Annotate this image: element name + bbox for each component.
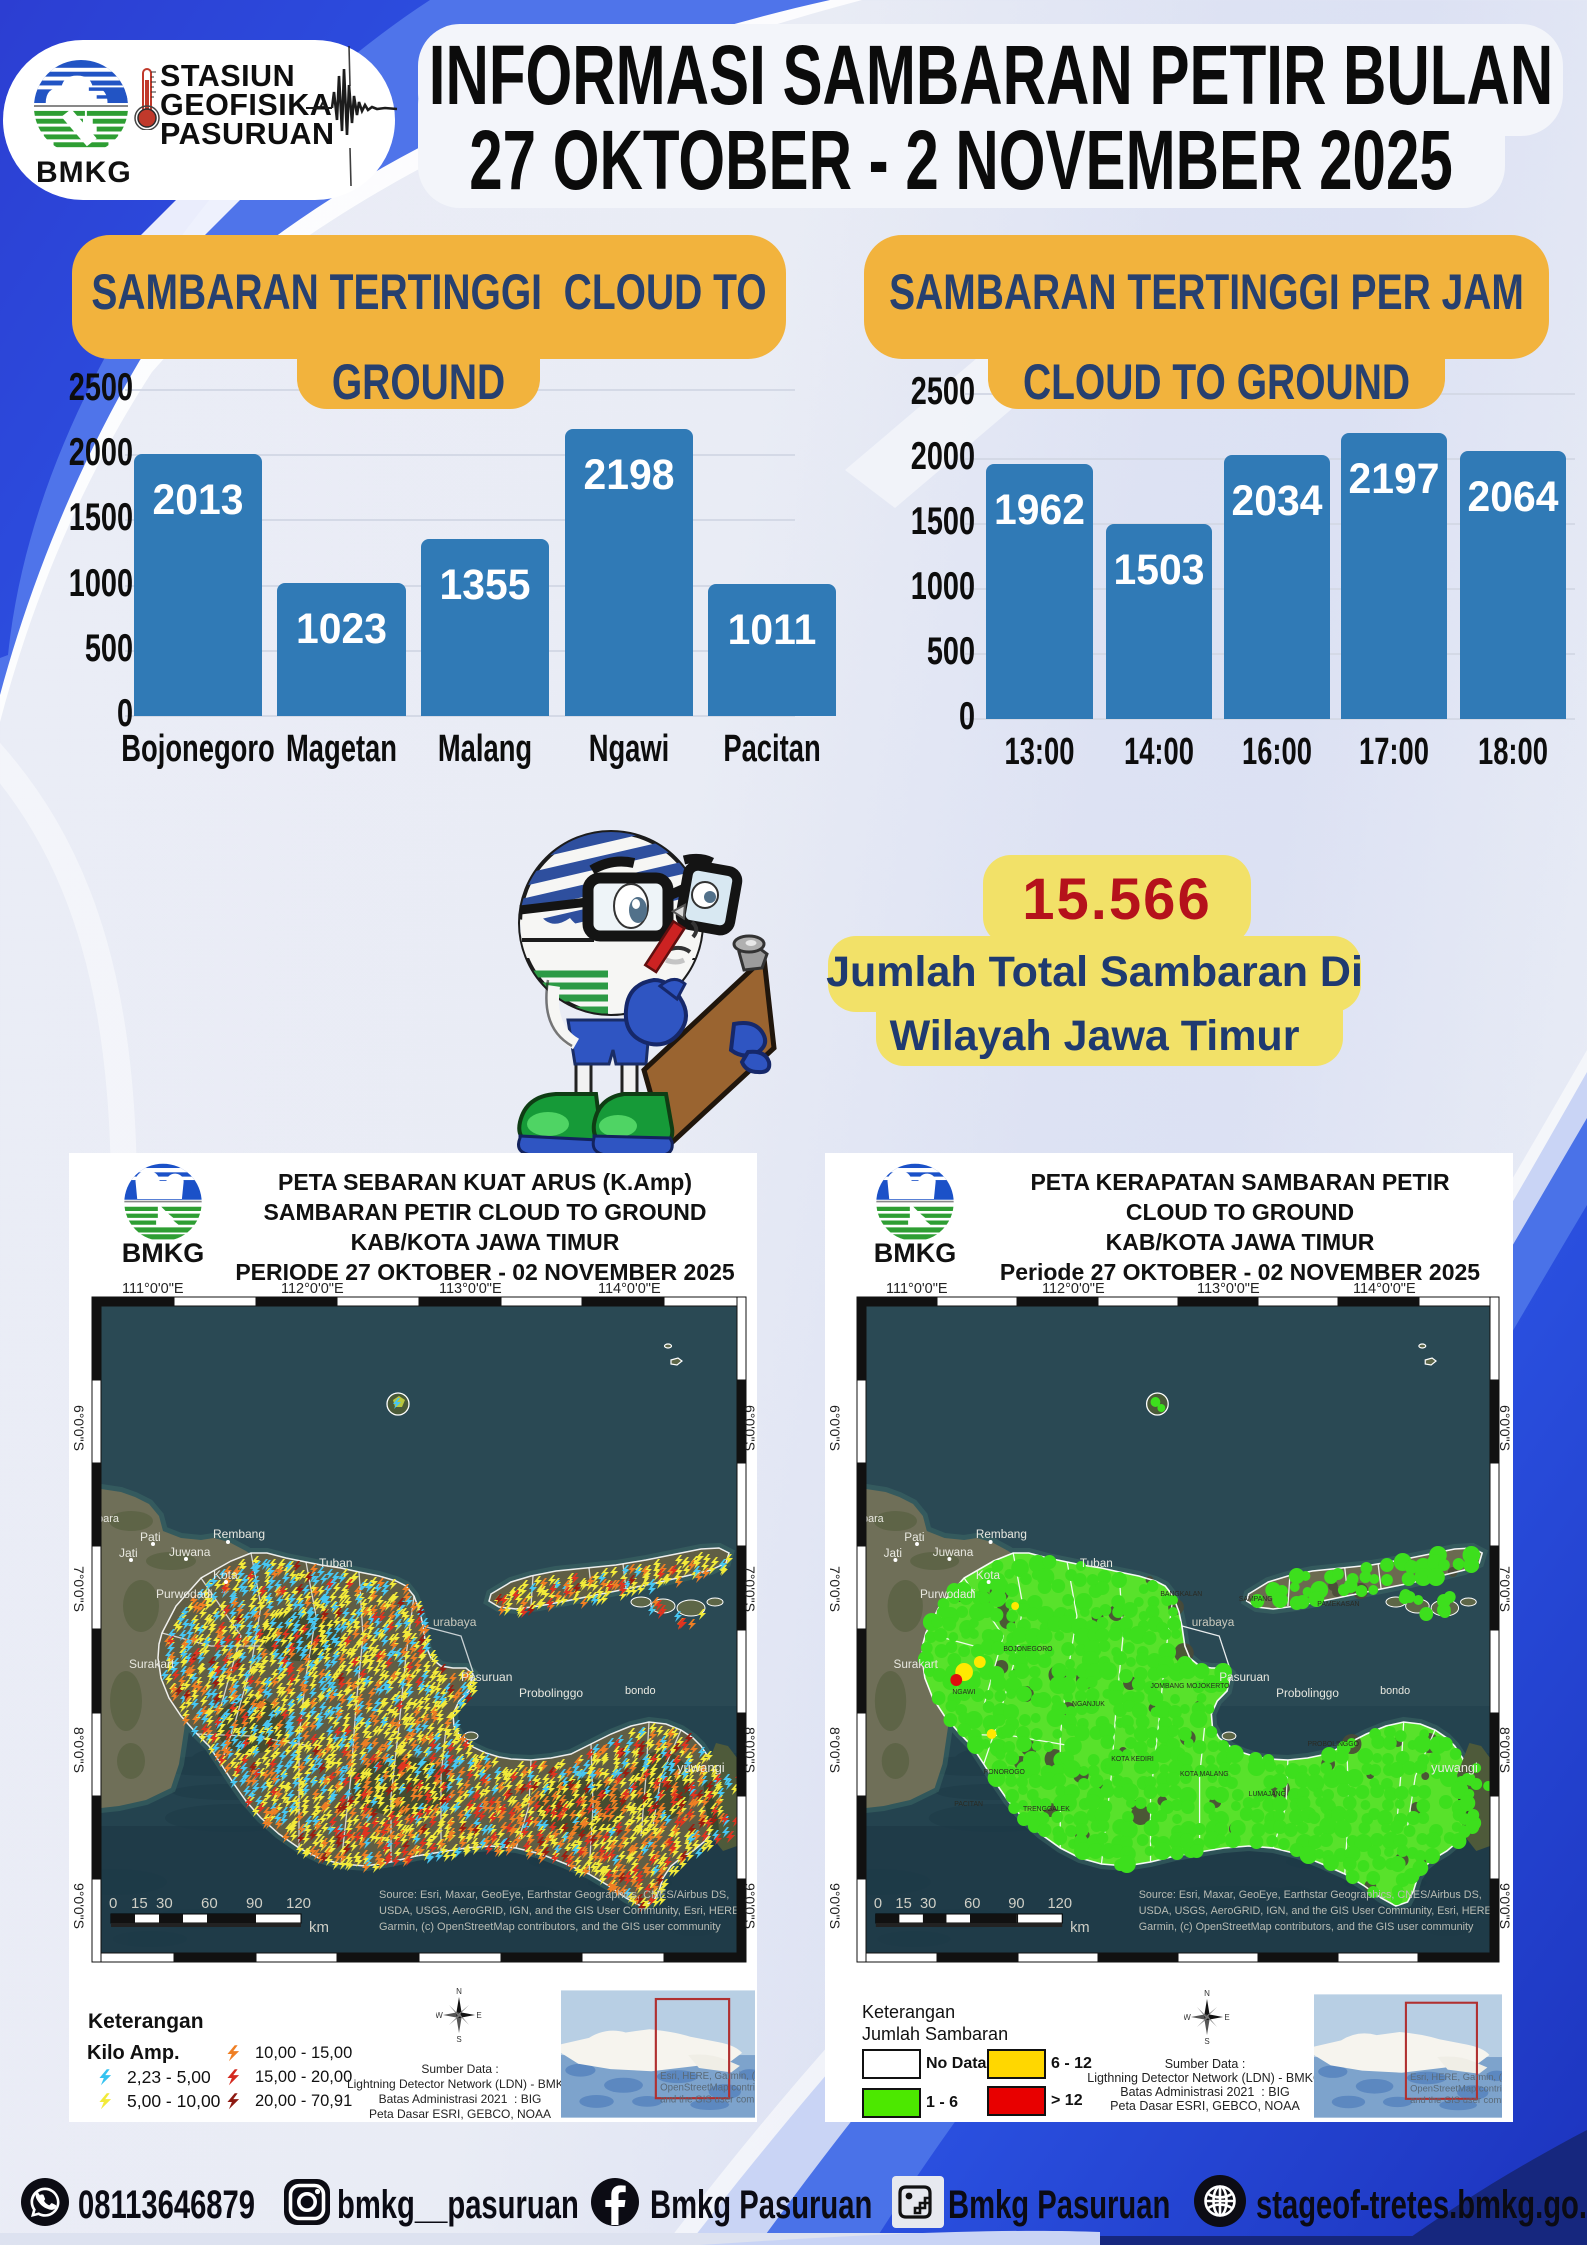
svg-text:0: 0 xyxy=(874,1896,882,1912)
svg-text:S: S xyxy=(456,2035,461,2044)
svg-text:OpenStreetMap contributors,: OpenStreetMap contributors, xyxy=(1410,2083,1502,2094)
svg-text:30: 30 xyxy=(920,1896,936,1912)
svg-text:Source: Esri, Maxar, GeoEye, E: Source: Esri, Maxar, GeoEye, Earthstar G… xyxy=(379,1889,729,1901)
svg-text:bondo: bondo xyxy=(625,1685,656,1697)
svg-text:yuwangi: yuwangi xyxy=(1431,1760,1478,1775)
svg-text:60: 60 xyxy=(964,1896,980,1912)
svg-text:and the GIS user community: and the GIS user community xyxy=(660,2095,755,2106)
svg-text:km: km xyxy=(309,1919,329,1936)
svg-text:Juwana: Juwana xyxy=(169,1545,211,1559)
svg-text:60: 60 xyxy=(201,1895,218,1912)
svg-text:OpenStreetMap contributors,: OpenStreetMap contributors, xyxy=(660,2083,755,2094)
svg-text:Source: Esri, Maxar, GeoEye, E: Source: Esri, Maxar, GeoEye, Earthstar G… xyxy=(1139,1889,1482,1901)
svg-text:15: 15 xyxy=(131,1895,148,1912)
svg-text:para: para xyxy=(101,1513,120,1525)
svg-text:Purwodadi: Purwodadi xyxy=(920,1587,976,1601)
svg-text:Garmin, (c) OpenStreetMap cont: Garmin, (c) OpenStreetMap contributors, … xyxy=(379,1921,721,1933)
svg-text:Probolinggo: Probolinggo xyxy=(519,1686,583,1700)
svg-text:Juwana: Juwana xyxy=(933,1545,974,1559)
svg-text:para: para xyxy=(866,1513,885,1525)
svg-text:Kota: Kota xyxy=(976,1568,1001,1582)
svg-text:15: 15 xyxy=(895,1896,911,1912)
svg-text:30: 30 xyxy=(156,1895,173,1912)
svg-text:90: 90 xyxy=(1008,1896,1024,1912)
svg-text:E: E xyxy=(1224,2013,1229,2022)
svg-text:Kota: Kota xyxy=(213,1568,238,1582)
svg-text:Surakart: Surakart xyxy=(893,1657,938,1671)
svg-text:Jati: Jati xyxy=(884,1546,902,1560)
svg-text:bondo: bondo xyxy=(1380,1685,1410,1697)
svg-text:W: W xyxy=(436,2011,443,2020)
svg-text:NGAWI: NGAWI xyxy=(952,1689,975,1696)
svg-text:KOTA KEDIRI: KOTA KEDIRI xyxy=(1111,1756,1154,1763)
svg-text:BOJONEGORO: BOJONEGORO xyxy=(1003,1646,1053,1653)
svg-text:JOMBANG MOJOKERTO: JOMBANG MOJOKERTO xyxy=(1151,1683,1231,1690)
svg-text:Jati: Jati xyxy=(119,1546,138,1560)
svg-text:Rembang: Rembang xyxy=(213,1527,265,1541)
svg-text:0: 0 xyxy=(109,1895,117,1912)
svg-text:USDA, USGS, AeroGRID, IGN, and: USDA, USGS, AeroGRID, IGN, and the GIS U… xyxy=(379,1905,737,1917)
svg-text:Tuban: Tuban xyxy=(319,1556,353,1570)
svg-text:Pasuruan: Pasuruan xyxy=(461,1670,512,1684)
svg-text:Esri, HERE, Garmin, (c): Esri, HERE, Garmin, (c) xyxy=(660,2071,755,2082)
svg-text:Tuban: Tuban xyxy=(1080,1556,1113,1570)
svg-text:120: 120 xyxy=(286,1895,311,1912)
svg-text:LUMAJANG: LUMAJANG xyxy=(1249,1791,1286,1798)
svg-text:BANGKALAN: BANGKALAN xyxy=(1160,1591,1202,1598)
svg-text:N: N xyxy=(456,1987,462,1996)
svg-text:SAMPANG: SAMPANG xyxy=(1239,1596,1273,1603)
svg-text:km: km xyxy=(1070,1920,1090,1936)
svg-text:PONOROGO: PONOROGO xyxy=(984,1769,1026,1776)
svg-text:E: E xyxy=(476,2011,481,2020)
svg-text:N: N xyxy=(1204,1989,1210,1998)
svg-text:urabaya: urabaya xyxy=(433,1615,477,1629)
svg-text:S: S xyxy=(1204,2037,1209,2046)
svg-text:PAMEKASAN: PAMEKASAN xyxy=(1317,1601,1359,1608)
svg-text:urabaya: urabaya xyxy=(1192,1615,1235,1629)
svg-text:Pati: Pati xyxy=(140,1530,161,1544)
svg-text:W: W xyxy=(1184,2013,1191,2022)
svg-text:PACITAN: PACITAN xyxy=(954,1801,983,1808)
svg-text:KOTA MALANG: KOTA MALANG xyxy=(1180,1771,1229,1778)
svg-text:Surakart: Surakart xyxy=(129,1657,175,1671)
svg-text:Esri, HERE, Garmin, (c): Esri, HERE, Garmin, (c) xyxy=(1410,2071,1502,2082)
svg-text:USDA, USGS, AeroGRID, IGN, and: USDA, USGS, AeroGRID, IGN, and the GIS U… xyxy=(1139,1905,1490,1917)
svg-text:Probolinggo: Probolinggo xyxy=(1276,1686,1339,1700)
svg-text:TRENGGALEK: TRENGGALEK xyxy=(1023,1806,1070,1813)
svg-text:Pati: Pati xyxy=(904,1530,924,1544)
svg-text:NGANJUK: NGANJUK xyxy=(1072,1701,1105,1708)
svg-text:and the GIS user community: and the GIS user community xyxy=(1410,2094,1502,2105)
svg-text:120: 120 xyxy=(1048,1896,1073,1912)
svg-text:Pasuruan: Pasuruan xyxy=(1219,1670,1269,1684)
svg-text:Purwodadi: Purwodadi xyxy=(156,1587,213,1601)
svg-text:yuwangi: yuwangi xyxy=(677,1760,725,1775)
svg-text:Rembang: Rembang xyxy=(976,1527,1027,1541)
svg-text:90: 90 xyxy=(246,1895,263,1912)
svg-text:PROBOLINGGO: PROBOLINGGO xyxy=(1308,1741,1360,1748)
svg-text:Garmin, (c) OpenStreetMap cont: Garmin, (c) OpenStreetMap contributors, … xyxy=(1139,1921,1474,1933)
